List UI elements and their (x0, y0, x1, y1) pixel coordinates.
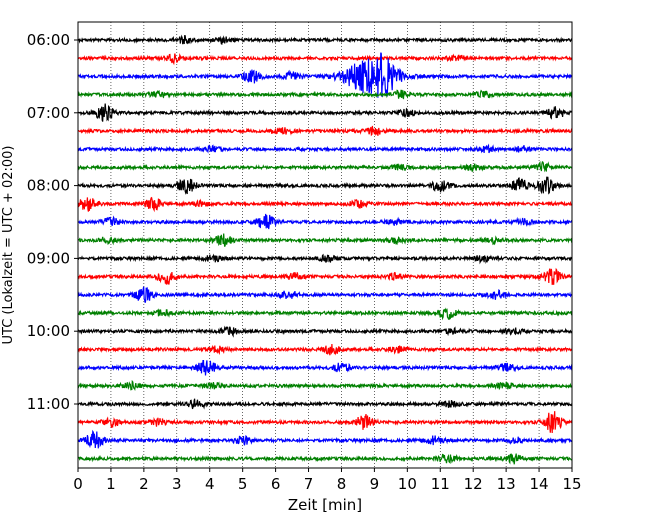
x-tick-label: 2 (139, 475, 149, 493)
trace-1015 (77, 343, 573, 356)
y-tick-label: 09:00 (27, 249, 70, 267)
x-tick-label: 6 (271, 475, 281, 493)
trace-0600 (77, 34, 573, 46)
trace-0900 (77, 253, 573, 265)
y-tick-label: 10:00 (27, 322, 70, 340)
trace-0630 (77, 52, 573, 98)
trace-0915 (77, 267, 573, 285)
x-tick-label: 14 (530, 475, 549, 493)
trace-1000 (77, 325, 573, 338)
trace-1130 (77, 429, 573, 449)
x-tick-label: 10 (398, 475, 417, 493)
y-tick-label: 07:00 (27, 104, 70, 122)
x-tick-label: 15 (562, 475, 581, 493)
x-tick-label: 0 (73, 475, 83, 493)
trace-1100 (77, 398, 573, 410)
vertical-gridlines (110, 22, 540, 468)
x-tick-label: 12 (464, 475, 483, 493)
x-tick-label: 4 (205, 475, 215, 493)
x-tick-label: 7 (304, 475, 314, 493)
y-tick-label: 08:00 (27, 177, 70, 195)
trace-1045 (77, 379, 573, 391)
y-tick-label: 06:00 (27, 31, 70, 49)
x-tick-label: 8 (337, 475, 347, 493)
x-axis-label: Zeit [min] (288, 496, 362, 514)
x-axis-ticks: 0 1 2 3 4 5 6 7 8 9 10 11 12 13 14 15 (73, 468, 582, 493)
plot-frame (77, 21, 573, 469)
trace-0715 (77, 125, 573, 137)
trace-0815 (77, 196, 573, 213)
x-tick-label: 11 (431, 475, 450, 493)
trace-0800 (77, 176, 573, 195)
trace-0700 (77, 103, 573, 122)
y-tick-label: 11:00 (27, 395, 70, 413)
trace-0945 (77, 307, 573, 321)
trace-0745 (77, 160, 573, 173)
trace-0830 (77, 213, 573, 230)
y-axis-label: UTC (Lokalzeit = UTC + 02:00) (1, 146, 16, 345)
x-tick-label: 13 (497, 475, 516, 493)
trace-1145 (77, 453, 573, 465)
x-tick-label: 9 (370, 475, 380, 493)
x-tick-label: 3 (172, 475, 182, 493)
trace-1030 (77, 360, 573, 376)
x-tick-label: 5 (238, 475, 248, 493)
seismic-traces (77, 34, 573, 465)
trace-0930 (77, 286, 573, 303)
y-axis-ticks: 06:00 07:00 08:00 09:00 10:00 11:00 (27, 31, 78, 413)
trace-0645 (77, 89, 573, 100)
trace-0845 (77, 233, 573, 247)
trace-0615 (77, 52, 573, 66)
x-tick-label: 1 (106, 475, 116, 493)
trace-1115 (77, 411, 573, 434)
trace-0730 (77, 143, 573, 154)
